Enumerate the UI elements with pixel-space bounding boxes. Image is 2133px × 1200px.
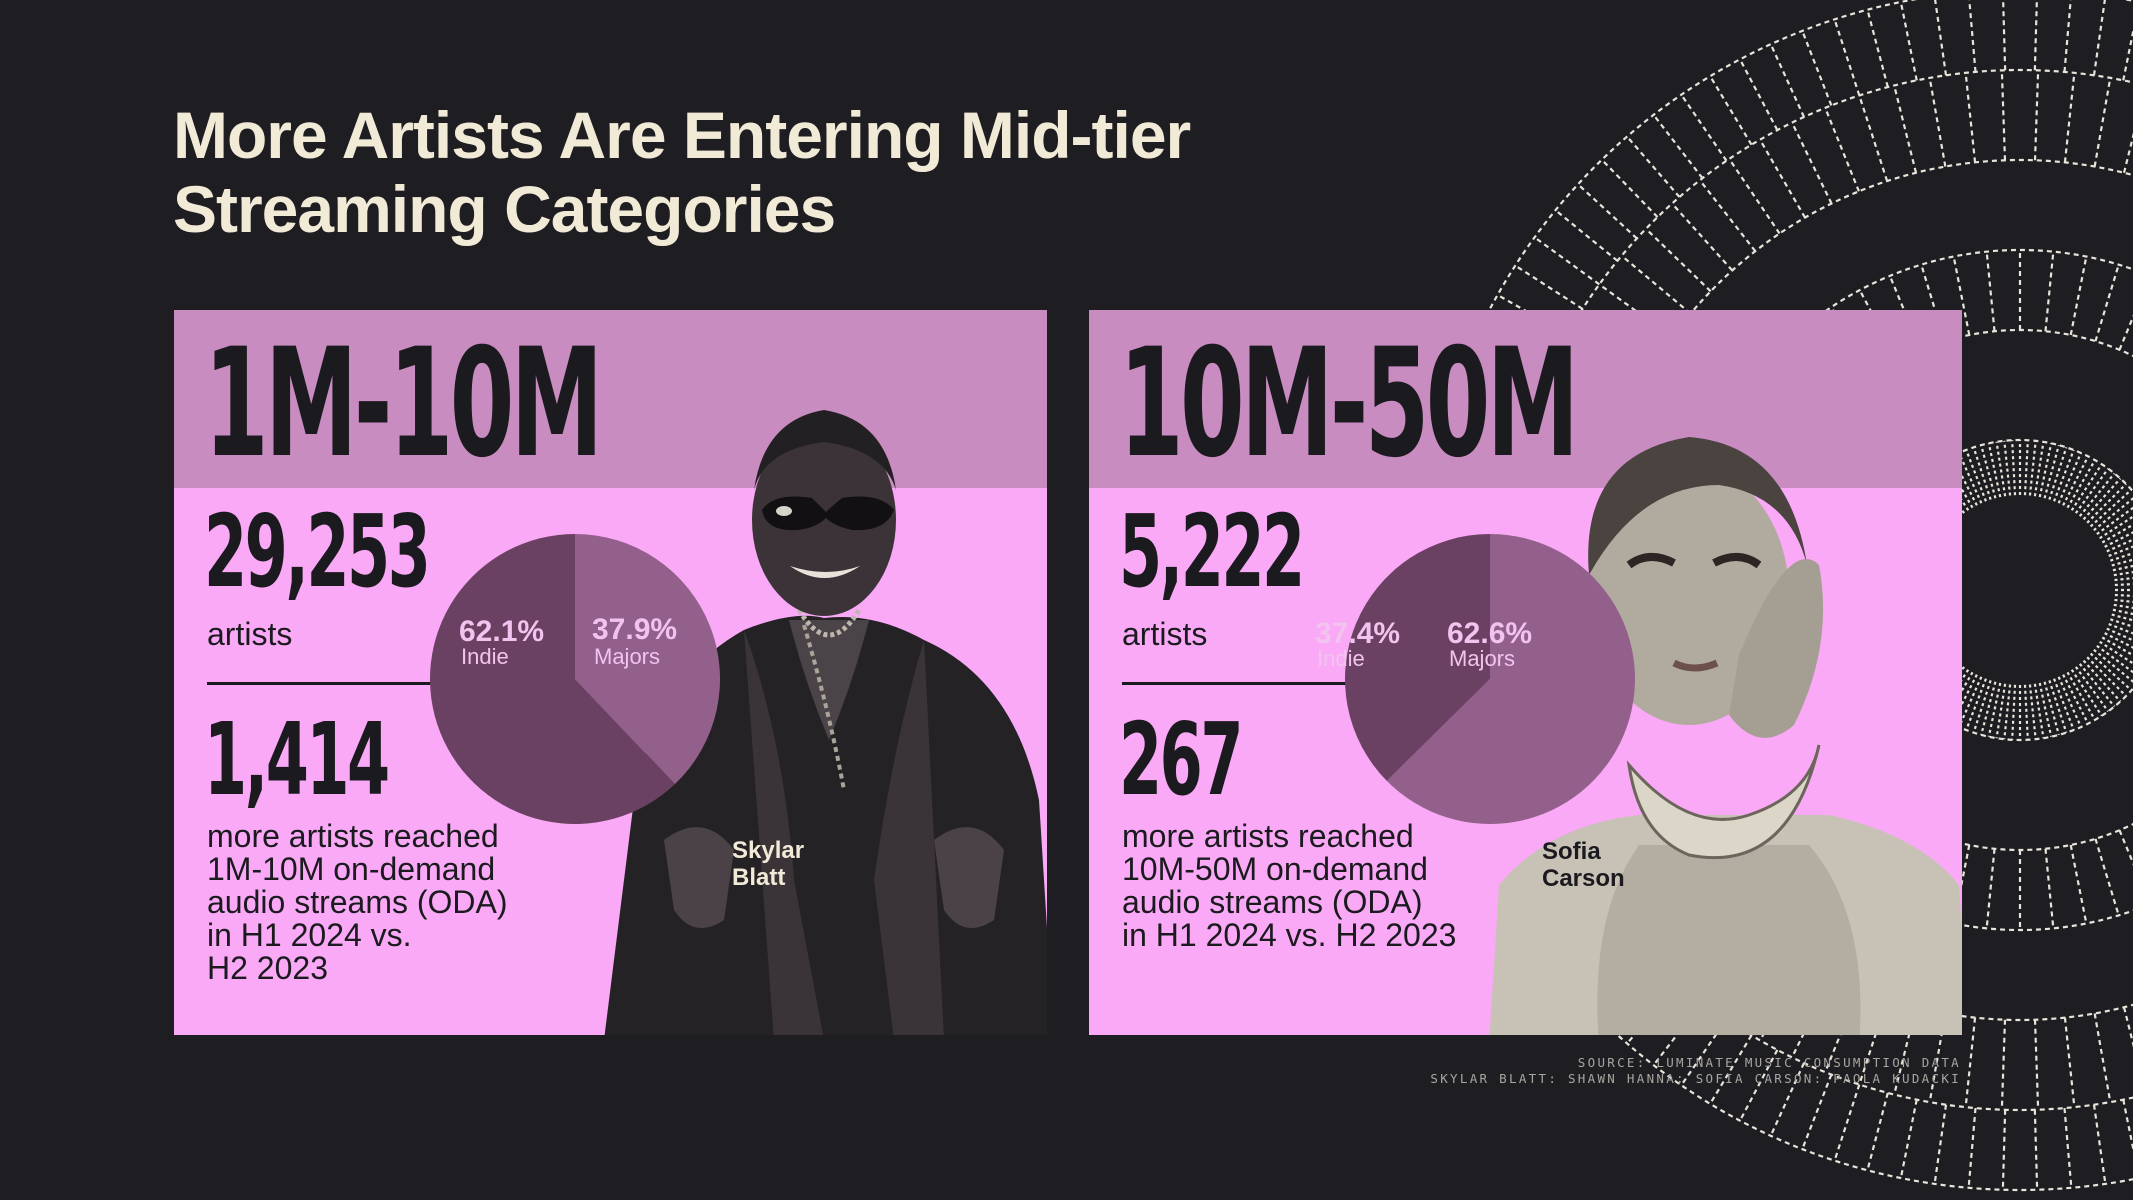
panel-1m-10m: 1M-10M 29,253 artists 1,414 more artists… [174,310,1047,1035]
desc-line: in H1 2024 vs. H2 2023 [1122,917,1457,953]
majors-percent: 62.6% [1447,617,1533,650]
indie-label: Indie [1317,646,1365,671]
majors-label: Majors [1449,646,1516,671]
pie-slice-indie [1345,534,1490,781]
desc-line: more artists reached [1122,818,1414,854]
divider [207,682,447,685]
increase-count: 1,414 [204,701,390,818]
page-title: More Artists Are Entering Mid-tier Strea… [173,98,1473,246]
artist-photo-skylar-blatt [604,410,1047,1035]
photo-caption: Sofia Carson [1542,838,1625,892]
artists-count: 29,253 [204,493,431,610]
title-line-2: Streaming Categories [173,172,836,246]
pie-slice-majors [1386,534,1635,824]
increase-description: more artists reached 10M-50M on-demand a… [1122,820,1456,952]
title-line-1: More Artists Are Entering Mid-tier [173,98,1191,172]
range-heading: 1M-10M [204,317,603,491]
caption-line: Sofia [1542,838,1601,865]
photo-caption: Skylar Blatt [732,837,804,891]
artists-label: artists [207,616,293,652]
desc-line: H2 2023 [207,950,328,986]
artists-count: 5,222 [1119,493,1305,610]
indie-label: Indie [461,644,509,669]
range-band [1089,310,1962,488]
caption-line: Blatt [732,864,786,891]
desc-line: audio streams (ODA) [1122,884,1423,920]
pie-chart [1345,534,1635,824]
pie-slice-majors [575,534,720,785]
desc-line: audio streams (ODA) [207,884,508,920]
caption-line: Skylar [732,837,805,864]
source-line-1: SOURCE: LUMINATE MUSIC CONSUMPTION DATA [1577,1055,1961,1070]
increase-count: 267 [1119,701,1243,818]
pie-chart [430,534,720,824]
indie-percent: 37.4% [1315,617,1401,650]
source-line-2: SKYLAR BLATT: SHAWN HANNA; SOFIA CARSON:… [1430,1071,1961,1086]
caption-line: Carson [1542,865,1625,892]
majors-label: Majors [594,644,661,669]
pie-slice-indie [430,534,675,824]
range-band [174,310,1047,488]
artists-label: artists [1122,616,1208,652]
desc-line: 10M-50M on-demand [1122,851,1428,887]
range-heading: 10M-50M [1119,317,1579,491]
desc-line: in H1 2024 vs. [207,917,412,953]
majors-percent: 37.9% [592,613,678,646]
desc-line: 1M-10M on-demand [207,851,496,887]
increase-description: more artists reached 1M-10M on-demand au… [207,820,508,985]
desc-line: more artists reached [207,818,499,854]
panel-10m-50m: 10M-50M 5,222 artists 267 more artists r… [1089,310,1962,1035]
divider [1122,682,1362,685]
indie-percent: 62.1% [459,615,545,648]
source-credit: SOURCE: LUMINATE MUSIC CONSUMPTION DATA … [1430,1055,1961,1087]
artist-photo-sofia-carson [1489,437,1962,1035]
